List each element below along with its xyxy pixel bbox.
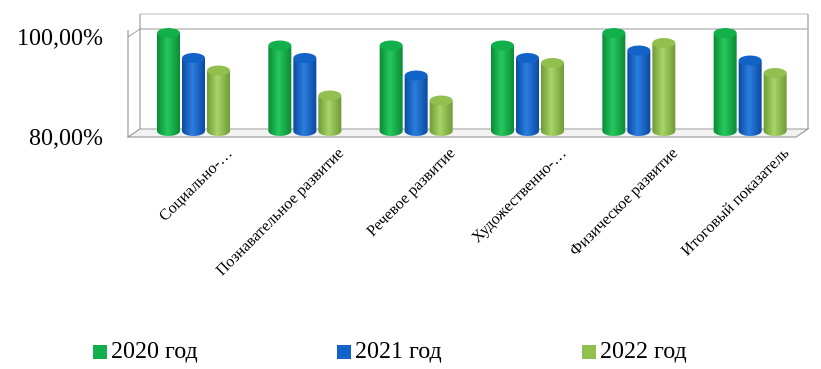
bar-top xyxy=(541,58,564,68)
bar-base xyxy=(293,126,317,136)
bar-top xyxy=(182,53,205,63)
bar-body xyxy=(379,45,403,131)
bar xyxy=(516,53,539,136)
bar-base xyxy=(738,126,762,136)
bar-top xyxy=(763,68,787,78)
bar-base xyxy=(652,126,676,136)
bar xyxy=(429,95,453,136)
bar-top xyxy=(293,53,317,63)
bar-base xyxy=(429,126,453,136)
category-label: Познавательное развитие xyxy=(213,145,347,279)
bar-base xyxy=(627,126,651,136)
gridline-side xyxy=(127,28,141,38)
bar-top xyxy=(379,40,403,51)
legend-item: 2021 год xyxy=(337,338,442,365)
bar xyxy=(182,53,205,136)
bar-body xyxy=(627,50,651,131)
bar xyxy=(157,28,180,136)
bar-body xyxy=(541,63,564,131)
category-label: Социально-… xyxy=(156,145,236,225)
bar xyxy=(293,53,317,136)
legend-label: 2022 год xyxy=(600,338,687,364)
bar-body xyxy=(652,43,676,131)
bar xyxy=(318,90,342,136)
bar-body xyxy=(491,45,514,131)
bar-body xyxy=(738,60,762,131)
bar-base xyxy=(713,126,737,136)
bar-top xyxy=(207,65,230,76)
bar-base xyxy=(763,126,787,136)
bar-top xyxy=(627,45,651,56)
category-label: Художественно-… xyxy=(468,145,569,246)
legend-item: 2022 год xyxy=(582,338,687,365)
bar-body xyxy=(207,70,230,131)
bar-base xyxy=(157,126,180,136)
legend-swatch xyxy=(337,344,351,359)
bar xyxy=(491,40,514,136)
bar xyxy=(652,38,676,136)
bar-body xyxy=(293,58,317,131)
legend-label: 2020 год xyxy=(111,338,198,364)
legend-swatch xyxy=(582,344,596,359)
bar xyxy=(207,65,230,136)
bar xyxy=(627,45,651,136)
bar-base xyxy=(602,126,626,136)
bar xyxy=(602,28,626,136)
bar-body xyxy=(602,33,626,131)
bar xyxy=(738,55,762,136)
bar-base xyxy=(541,126,564,136)
bar xyxy=(404,70,428,136)
bar-top xyxy=(516,53,539,63)
bar-top xyxy=(318,90,342,101)
category-label: Речевое развитие xyxy=(363,145,458,240)
bar-top xyxy=(602,28,626,38)
bar-body xyxy=(763,73,787,131)
bar-body xyxy=(268,45,292,131)
legend-label: 2021 год xyxy=(355,338,442,364)
bar-top xyxy=(157,28,180,38)
bar xyxy=(541,58,564,136)
bar-top xyxy=(404,70,428,81)
bar-base xyxy=(268,126,292,136)
bar-base xyxy=(491,126,514,136)
category-label: Физическое развитие xyxy=(566,145,681,260)
bar-top xyxy=(429,95,453,106)
bar-body xyxy=(429,100,453,131)
bar-top xyxy=(491,40,514,51)
bar-body xyxy=(318,95,342,131)
bar-body xyxy=(516,58,539,131)
bar-base xyxy=(182,126,205,136)
bar-top xyxy=(268,40,292,51)
bar-top xyxy=(738,55,762,66)
bar-top xyxy=(652,38,676,48)
legend: 2020 год 2021 год 2022 год xyxy=(0,338,821,369)
bar xyxy=(713,28,737,136)
legend-swatch xyxy=(93,344,107,359)
bar-base xyxy=(404,126,428,136)
bar-base xyxy=(379,126,403,136)
bar-base xyxy=(207,126,230,136)
y-tick-label: 100,00% xyxy=(17,25,103,51)
gridline-side xyxy=(127,128,141,138)
bar-base xyxy=(516,126,539,136)
bar xyxy=(268,40,292,136)
y-tick-label: 80,00% xyxy=(29,125,103,151)
legend-item: 2020 год xyxy=(93,338,198,365)
bar-base xyxy=(318,126,342,136)
bar-body xyxy=(404,75,428,131)
bar-body xyxy=(157,33,180,131)
bar xyxy=(379,40,403,136)
bar-body xyxy=(713,33,737,131)
category-label: Итоговый показатель xyxy=(678,145,793,260)
bar-top xyxy=(713,28,737,38)
bar-body xyxy=(182,58,205,131)
bar xyxy=(763,68,787,136)
